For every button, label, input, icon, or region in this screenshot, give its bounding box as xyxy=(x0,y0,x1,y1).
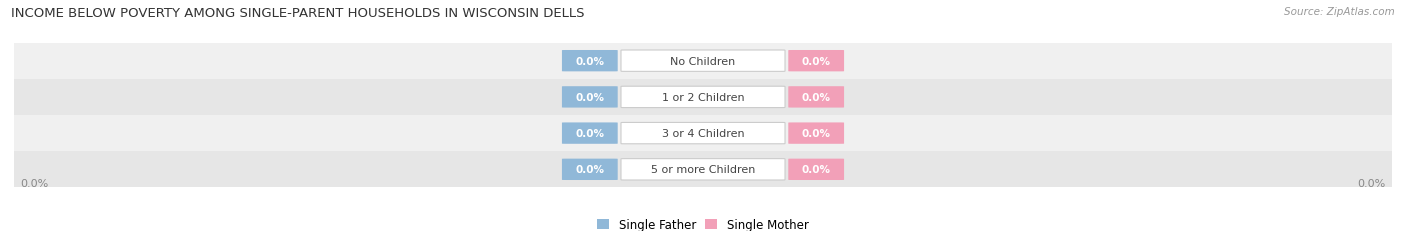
Text: Source: ZipAtlas.com: Source: ZipAtlas.com xyxy=(1284,7,1395,17)
FancyBboxPatch shape xyxy=(621,123,785,144)
FancyBboxPatch shape xyxy=(14,79,1392,116)
Text: 0.0%: 0.0% xyxy=(801,56,831,66)
Text: 0.0%: 0.0% xyxy=(575,92,605,103)
Text: 1 or 2 Children: 1 or 2 Children xyxy=(662,92,744,103)
Text: 0.0%: 0.0% xyxy=(801,128,831,139)
FancyBboxPatch shape xyxy=(14,116,1392,152)
Legend: Single Father, Single Mother: Single Father, Single Mother xyxy=(598,218,808,231)
FancyBboxPatch shape xyxy=(562,87,617,108)
Text: 0.0%: 0.0% xyxy=(575,128,605,139)
Text: No Children: No Children xyxy=(671,56,735,66)
Text: INCOME BELOW POVERTY AMONG SINGLE-PARENT HOUSEHOLDS IN WISCONSIN DELLS: INCOME BELOW POVERTY AMONG SINGLE-PARENT… xyxy=(11,7,585,20)
FancyBboxPatch shape xyxy=(789,159,844,180)
FancyBboxPatch shape xyxy=(789,87,844,108)
Text: 0.0%: 0.0% xyxy=(575,56,605,66)
Text: 0.0%: 0.0% xyxy=(21,178,49,188)
Text: 0.0%: 0.0% xyxy=(1357,178,1385,188)
FancyBboxPatch shape xyxy=(562,51,617,72)
FancyBboxPatch shape xyxy=(14,43,1392,79)
Text: 3 or 4 Children: 3 or 4 Children xyxy=(662,128,744,139)
FancyBboxPatch shape xyxy=(621,51,785,72)
Text: 0.0%: 0.0% xyxy=(575,165,605,175)
FancyBboxPatch shape xyxy=(621,87,785,108)
FancyBboxPatch shape xyxy=(562,123,617,144)
FancyBboxPatch shape xyxy=(562,159,617,180)
Text: 0.0%: 0.0% xyxy=(801,92,831,103)
FancyBboxPatch shape xyxy=(14,152,1392,188)
Text: 5 or more Children: 5 or more Children xyxy=(651,165,755,175)
Text: 0.0%: 0.0% xyxy=(801,165,831,175)
FancyBboxPatch shape xyxy=(621,159,785,180)
FancyBboxPatch shape xyxy=(789,123,844,144)
FancyBboxPatch shape xyxy=(789,51,844,72)
